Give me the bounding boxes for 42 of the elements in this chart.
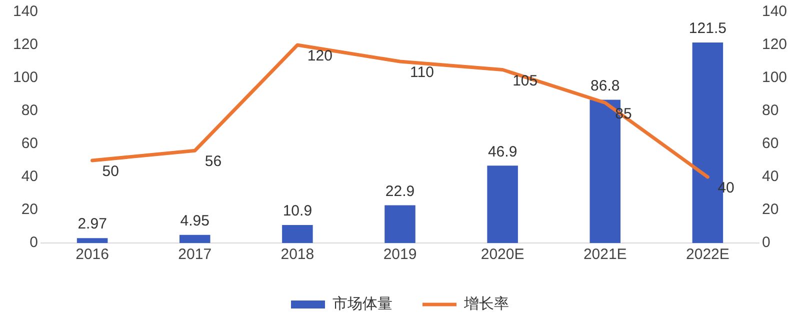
data-label: 22.9 bbox=[385, 182, 415, 200]
data-label: 10.9 bbox=[282, 202, 312, 220]
y2-tick-label: 20 bbox=[762, 201, 779, 218]
legend-label: 增长率 bbox=[463, 296, 509, 313]
y-tick-label: 120 bbox=[12, 36, 38, 54]
y2-tick-label: 60 bbox=[762, 135, 779, 152]
bar bbox=[76, 238, 108, 243]
bar bbox=[487, 166, 518, 243]
data-label: 46.9 bbox=[488, 143, 518, 160]
y-tick-label: 140 bbox=[12, 3, 38, 20]
x-tick-label: 2018 bbox=[280, 246, 314, 264]
bar bbox=[384, 205, 416, 243]
data-label: 121.5 bbox=[688, 20, 726, 38]
y2-tick-label: 120 bbox=[762, 36, 788, 54]
y-tick-label: 80 bbox=[21, 102, 38, 120]
y-tick-label: 20 bbox=[21, 201, 38, 218]
y-tick-label: 40 bbox=[21, 168, 38, 186]
data-label: 85 bbox=[615, 105, 632, 122]
data-label: 2.97 bbox=[78, 216, 107, 233]
bar bbox=[282, 225, 313, 243]
y2-tick-label: 40 bbox=[762, 168, 779, 186]
x-tick-label: 2021E bbox=[583, 246, 627, 264]
y2-tick-label: 100 bbox=[762, 69, 788, 86]
y-tick-label: 0 bbox=[30, 234, 38, 252]
x-tick-label: 2019 bbox=[383, 246, 417, 264]
y-tick-label: 100 bbox=[12, 69, 38, 86]
y-tick-label: 60 bbox=[21, 135, 38, 152]
data-label: 86.8 bbox=[590, 77, 620, 94]
data-label: 50 bbox=[102, 163, 119, 180]
y2-tick-label: 140 bbox=[762, 3, 788, 20]
data-label: 110 bbox=[410, 64, 434, 82]
data-label: 120 bbox=[307, 48, 332, 65]
data-label: 56 bbox=[204, 153, 222, 170]
y2-tick-label: 80 bbox=[762, 102, 779, 120]
x-tick-label: 2016 bbox=[76, 246, 109, 264]
legend-label: 市场体量 bbox=[332, 296, 392, 313]
x-tick-label: 2022E bbox=[686, 246, 730, 264]
x-tick-label: 2017 bbox=[178, 246, 212, 264]
x-tick-label: 2020E bbox=[480, 246, 524, 264]
bar bbox=[179, 234, 210, 243]
y2-tick-label: 0 bbox=[762, 234, 770, 252]
data-label: 4.95 bbox=[180, 212, 210, 230]
